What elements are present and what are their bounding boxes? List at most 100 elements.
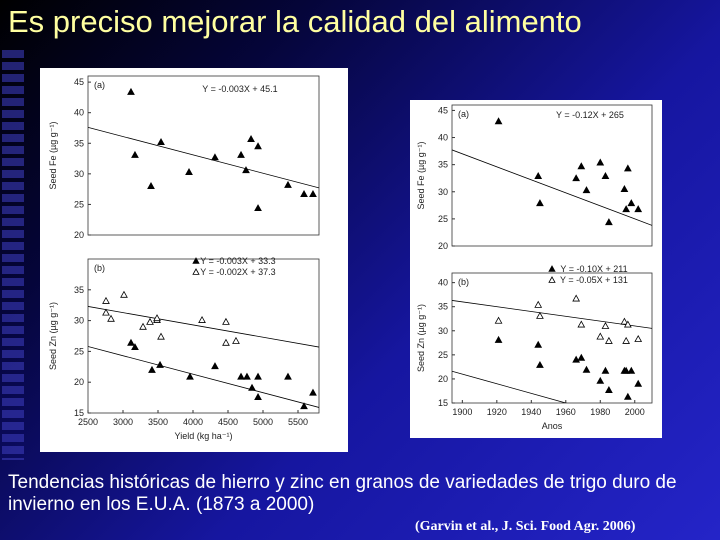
point [620,317,629,325]
plot-frame [451,272,653,404]
point [494,316,503,324]
legend-label: Y = -0.10X + 211 [560,264,627,274]
y-axis-label: Seed Fe (µg g⁻¹) [48,122,58,190]
point [577,353,586,361]
y-tick-label: 20 [74,377,84,387]
point [534,172,543,180]
x-tick-label: 1940 [521,407,541,417]
x-tick-label: 3500 [148,417,168,427]
x-tick-label: 2500 [78,417,98,427]
legend-label: Y = -0.05X + 131 [560,275,628,285]
x-tick-label: 4000 [183,417,203,427]
point [572,355,581,363]
point [572,294,581,302]
figure-left [40,68,348,452]
x-tick-label: 2000 [625,407,645,417]
point [601,172,610,180]
y-axis-label: Seed Zn (µg g⁻¹) [48,302,58,370]
y-tick-label: 20 [438,241,448,251]
legend-marker [192,257,200,264]
caption: Tendencias históricas de hierro y zinc e… [8,472,677,515]
panel-label: (b) [458,277,469,287]
y-tick-label: 20 [438,374,448,384]
point [185,167,193,175]
legend-label: Y = -0.003X + 33.3 [200,256,275,266]
trend-line [452,149,652,226]
point [156,360,164,368]
point [107,314,115,322]
point [157,332,165,340]
point [536,199,544,207]
point [300,190,308,197]
charts: (a) Seed Fe (µg g⁻¹) 20 25 30 35 40 45 Y = -0.00… [40,68,653,452]
point [634,334,643,342]
point [211,362,219,370]
point [127,338,135,346]
trend-line [452,370,568,403]
point [536,360,544,368]
point [634,205,643,213]
point [577,320,586,328]
point [254,372,262,380]
point [198,315,206,323]
point [247,134,255,142]
point [284,180,292,188]
y-tick-label: 40 [74,108,84,118]
legend-label: Y = -0.002X + 37.3 [200,267,275,277]
y-tick-label: 35 [74,285,84,295]
point [243,372,251,380]
trend-line [452,300,652,329]
point [127,87,135,95]
legend-label: Y = -0.003X + 45.1 [202,84,277,94]
y-tick-label: 25 [438,214,448,224]
point [211,153,219,161]
point [222,338,230,346]
point [254,204,262,212]
point [309,190,317,197]
y-tick-label: 30 [74,316,84,326]
point [596,376,605,384]
point [157,138,165,146]
point [186,372,194,380]
x-tick-label: 1900 [452,407,472,417]
point [596,332,605,340]
point [222,317,230,325]
x-tick-label: 5500 [288,417,308,427]
trend-line [88,306,319,348]
point [146,317,154,325]
point [577,162,586,170]
point [131,150,139,158]
y-tick-label: 40 [438,278,448,288]
point [232,336,240,344]
point [300,402,308,410]
y-tick-label: 25 [74,346,84,356]
point [248,383,256,391]
point [622,336,631,344]
y-tick-label: 30 [438,187,448,197]
x-axis-label: Anos [542,421,563,431]
point [237,372,245,380]
point [254,142,262,150]
y-axis-label: Seed Zn (µg g⁻¹) [416,304,426,372]
point [309,388,317,396]
y-tick-label: 15 [438,398,448,408]
x-tick-label: 4500 [218,417,238,427]
point [147,182,155,190]
point [622,366,631,374]
point [153,314,161,322]
point [596,158,605,166]
y-tick-label: 35 [438,160,448,170]
slide-title: Es preciso mejorar la calidad del alimen… [8,4,582,39]
trend-line [88,126,319,189]
point [582,365,591,373]
plot-frame [451,104,653,247]
point [605,385,613,393]
point [605,336,613,344]
citation: (Garvin et al., J. Sci. Food Agr. 2006) [415,519,636,534]
panel-label: (a) [458,109,469,119]
legend-marker [548,276,556,283]
point [254,392,262,400]
x-tick-label: 1980 [590,407,610,417]
plot-frame [87,258,320,414]
